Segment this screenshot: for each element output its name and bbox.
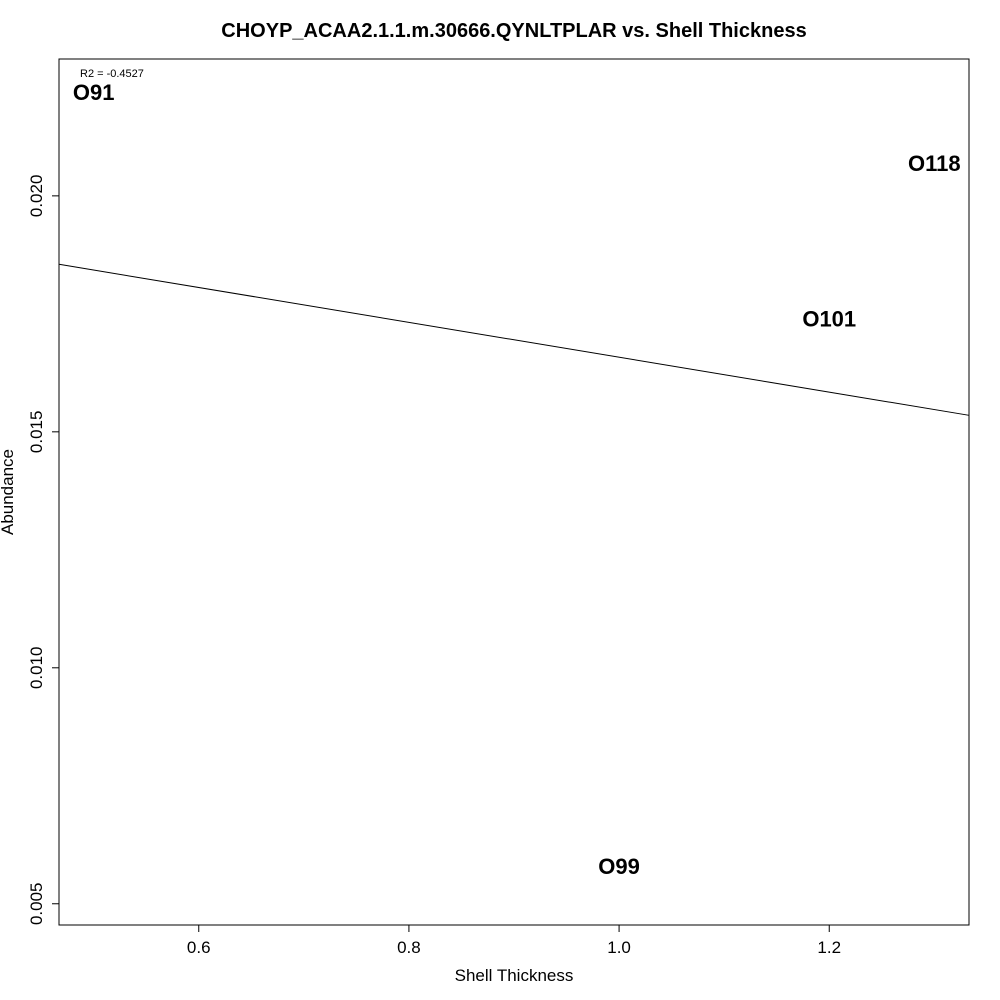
regression-line [58,263,970,416]
x-axis-label: Shell Thickness [455,966,574,985]
y-axis-label: Abundance [0,449,17,535]
x-axis: 0.6 0.8 1.0 1.2 [187,925,841,957]
data-point-label: O99 [598,854,640,879]
x-tick-label: 0.6 [187,938,211,957]
y-tick-label: 0.015 [27,411,46,454]
x-tick-label: 0.8 [397,938,421,957]
data-points: O91 O118 O101 O99 [73,80,961,879]
y-tick-label: 0.020 [27,175,46,218]
plot-frame [58,58,970,926]
chart-title: CHOYP_ACAA2.1.1.m.30666.QYNLTPLAR vs. Sh… [221,20,806,42]
data-point-label: O101 [802,307,856,332]
y-axis: 0.005 0.010 0.015 0.020 [27,175,59,925]
data-point-label: O91 [73,80,115,105]
data-point-label: O118 [908,151,961,176]
r2-annotation: R2 = -0.4527 [80,68,144,80]
x-tick-label: 1.0 [607,938,631,957]
y-tick-label: 0.010 [27,647,46,690]
y-tick-label: 0.005 [27,882,46,925]
x-tick-label: 1.2 [817,938,841,957]
